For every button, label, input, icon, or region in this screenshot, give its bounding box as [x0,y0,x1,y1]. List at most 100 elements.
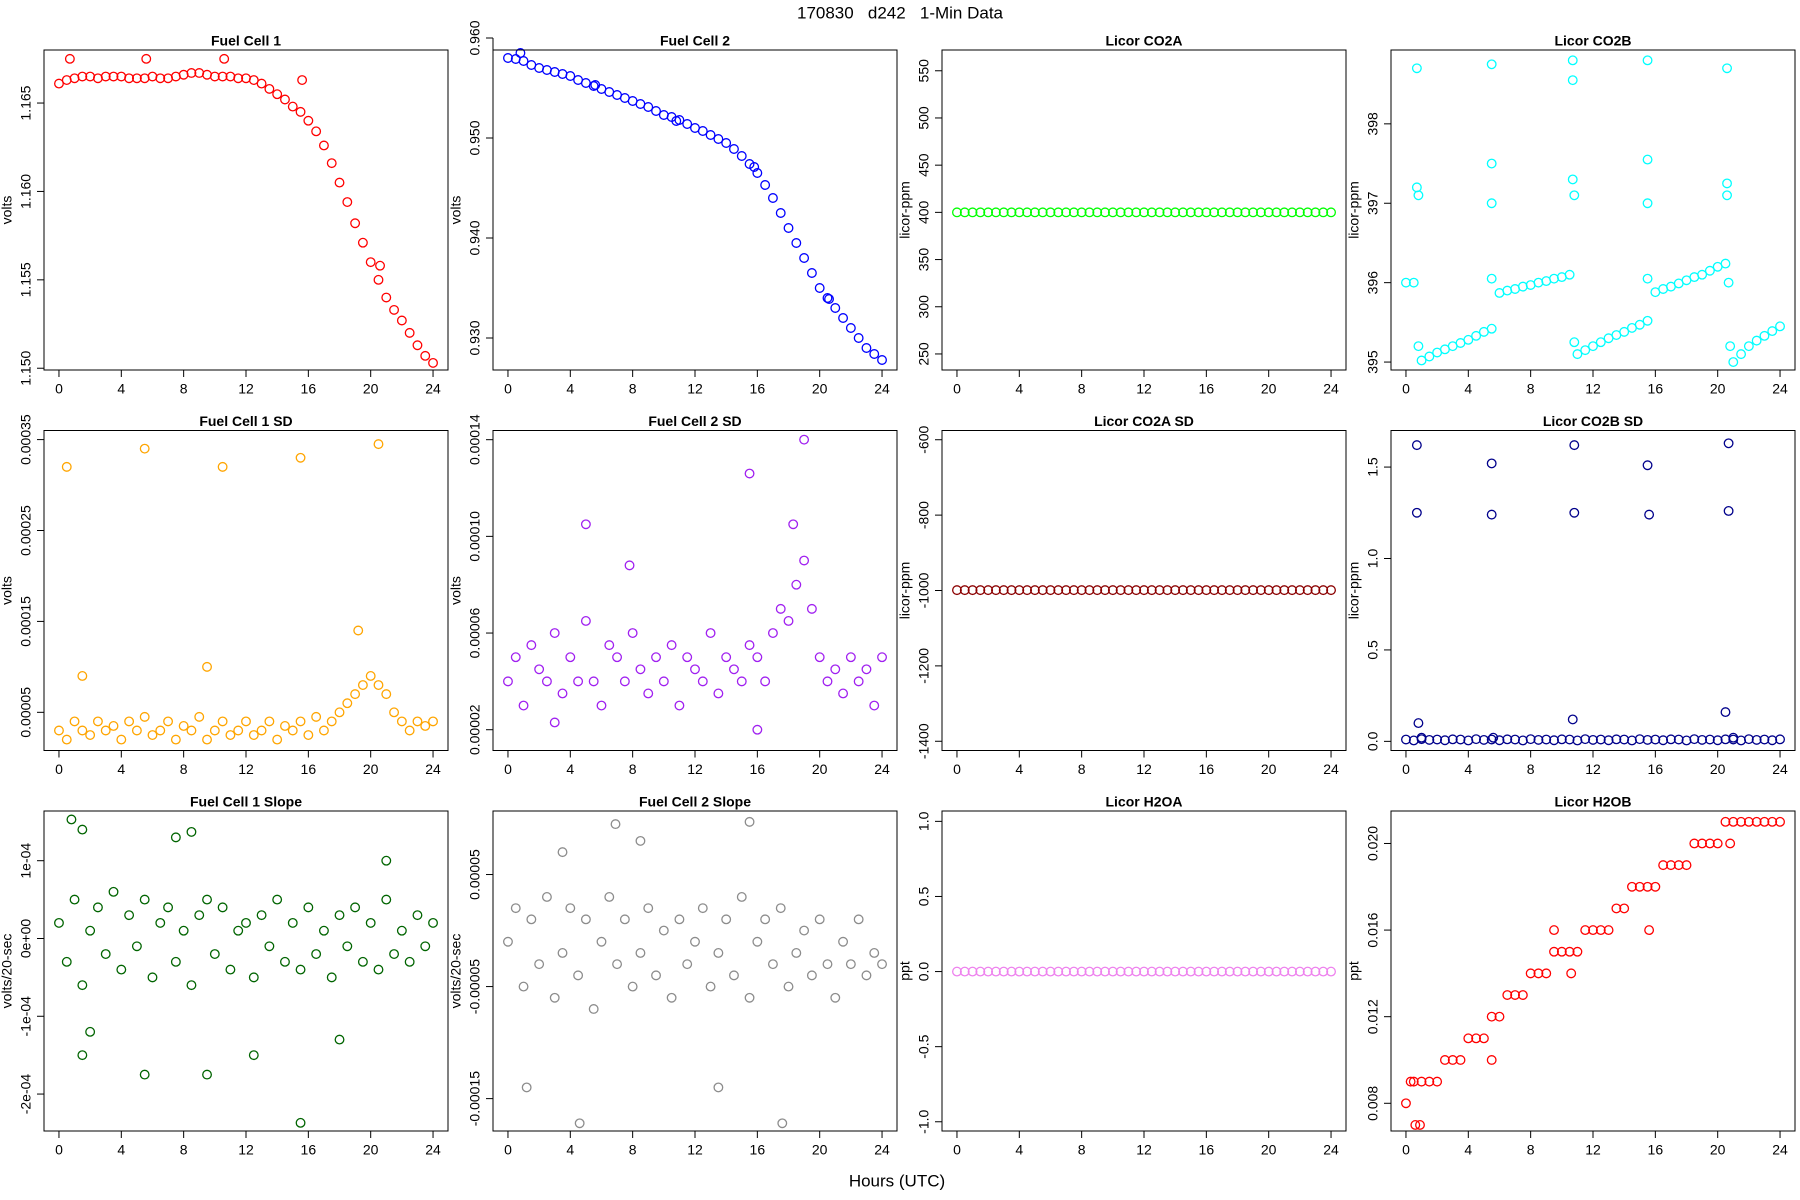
point [845,652,856,663]
point [1209,585,1220,596]
point [163,716,174,727]
point [217,71,228,82]
point [515,48,526,58]
plot-frame [941,810,1347,1132]
point [861,343,872,353]
point [713,688,724,699]
y-tick-label: 550 [916,59,932,83]
point [861,664,872,675]
y-tick-label: 0.00015 [18,596,34,647]
point [1736,349,1747,360]
x-tick-label: 24 [425,761,441,777]
point [233,925,244,936]
point [697,676,708,687]
point [1255,207,1266,218]
point [92,902,103,913]
point [1100,207,1110,218]
y-tick-label: 0.00006 [467,608,483,659]
point [350,902,361,913]
point [318,725,329,736]
point [705,981,716,992]
point [990,207,1001,218]
point [1045,966,1056,977]
y-tick-label: 398 [1365,112,1381,136]
point [752,724,763,735]
point [1014,207,1025,218]
x-tick-label: 4 [117,1142,125,1158]
point [1037,207,1048,218]
point [61,461,72,472]
point [1486,1011,1497,1022]
point [549,628,560,638]
point [814,652,825,663]
x-tick-label: 8 [1078,761,1086,777]
point [690,664,700,675]
point [1580,734,1591,745]
point [1294,966,1305,977]
point [877,959,887,970]
point [108,71,119,82]
point [830,992,841,1003]
point [1447,734,1458,745]
point [373,439,384,450]
point [163,902,174,913]
point [1689,838,1700,849]
point [760,676,771,687]
point [1673,860,1684,871]
point [565,71,576,81]
point [590,80,601,90]
point [1650,881,1661,892]
point [108,886,119,897]
point [1410,1119,1421,1130]
x-tick-label: 20 [1710,1142,1726,1158]
point [845,959,856,970]
point [729,664,739,675]
point [619,914,630,925]
point [287,725,298,736]
point [1603,925,1614,936]
point [573,676,584,687]
point [998,207,1009,218]
point [295,964,306,975]
point [822,293,833,303]
y-axis-label: volts/20-sec [0,934,15,1009]
point [1566,968,1577,979]
point [1510,990,1521,1000]
point [1722,63,1732,74]
x-tick-label: 0 [504,1142,512,1158]
y-tick-label: 250 [916,342,932,366]
point [77,725,88,736]
point [1424,1076,1435,1087]
y-tick-label: -1400 [916,723,932,759]
point [1720,816,1731,827]
point [334,1034,345,1045]
point [1006,966,1017,977]
point [295,452,306,463]
point [77,980,88,991]
point [389,949,400,959]
point [217,716,228,727]
point [54,917,64,928]
point [713,134,724,144]
point [1541,734,1552,745]
point [1455,1055,1466,1065]
point [124,73,135,84]
point [396,716,407,727]
y-tick-label: 1.155 [18,262,34,297]
point [287,101,298,112]
point [1665,860,1676,871]
point [596,936,607,947]
point [1310,207,1321,218]
y-tick-label: -600 [916,426,932,454]
point [1415,1119,1425,1130]
point [1759,734,1770,745]
point [705,628,716,638]
point [1248,966,1259,977]
point [975,966,986,977]
point [1712,735,1723,746]
point [1533,968,1544,979]
x-tick-label: 8 [629,381,637,397]
y-tick-label: -800 [916,501,932,529]
point [295,1117,306,1128]
point [100,71,111,82]
